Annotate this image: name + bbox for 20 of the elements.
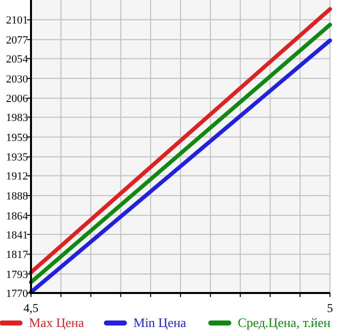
y-tick-label: 1817 xyxy=(6,249,28,262)
legend-label: Max Цена xyxy=(29,315,84,330)
y-tick-label: 2101 xyxy=(6,14,28,27)
y-tick-label: 1935 xyxy=(6,152,28,164)
y-tick-label: 2077 xyxy=(6,34,28,46)
x-tick-label: 5 xyxy=(327,301,333,315)
y-tick-label: 1841 xyxy=(6,229,28,242)
legend-label: Сред.Цена, т.йен xyxy=(238,315,330,330)
y-tick-label: 1864 xyxy=(6,210,28,222)
y-tick-label: 2006 xyxy=(6,93,28,106)
x-tick-label: 4,5 xyxy=(24,301,38,315)
y-tick-label: 1770 xyxy=(6,288,28,300)
y-tick-label: 2054 xyxy=(6,53,28,66)
y-tick-label: 1912 xyxy=(6,170,28,183)
y-tick-label: 1959 xyxy=(6,132,28,144)
y-tick-label: 2030 xyxy=(6,73,28,86)
y-tick-label: 1888 xyxy=(6,190,28,202)
y-tick-label: 1793 xyxy=(6,268,28,281)
legend-label: Min Цена xyxy=(133,315,186,330)
y-tick-label: 1983 xyxy=(6,112,28,124)
